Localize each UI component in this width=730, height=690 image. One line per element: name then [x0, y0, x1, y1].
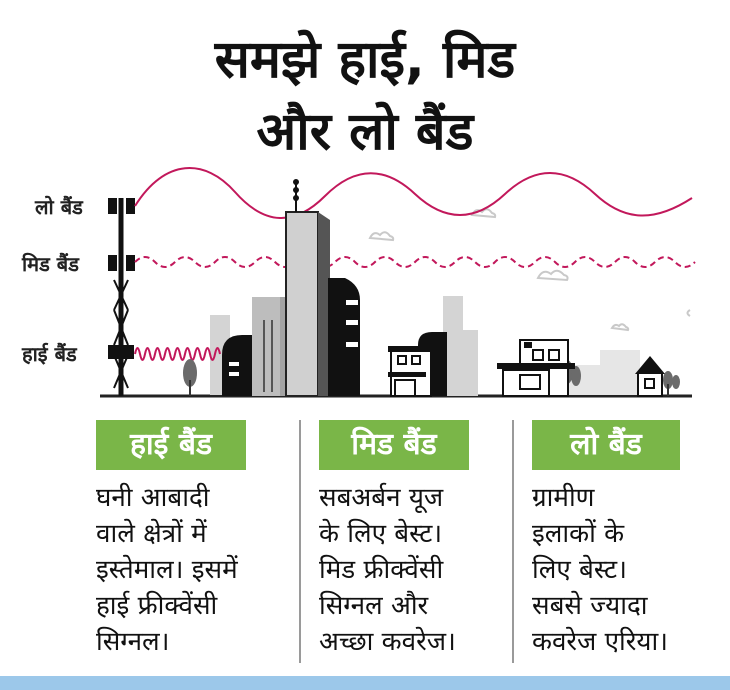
low-band-heading: लो बैंड [532, 420, 680, 470]
description-line: सिग्नल। [96, 627, 170, 657]
mid-band-label: मिड बैंड [22, 252, 79, 276]
dark-building-left [222, 335, 255, 396]
description-line: के लिए बेस्ट। [319, 519, 443, 549]
description-line: हाई फ्रीक्वेंसी [96, 591, 218, 621]
dark-building-right [328, 278, 360, 396]
house-icon [388, 332, 447, 397]
skyscraper [285, 179, 330, 397]
bg-building [443, 296, 463, 396]
house-icon [497, 339, 575, 397]
title-line-2: और लो बैंड [256, 102, 474, 162]
description-line: लिए बेस्ट। [532, 555, 627, 585]
column-divider [299, 420, 301, 663]
cloud-icon [368, 208, 691, 332]
cottage-icon [635, 356, 665, 397]
column-divider [512, 420, 514, 663]
description-line: मिड फ्रीक्वेंसी [319, 555, 444, 585]
title-line-1: समझे हाई, मिड [214, 30, 516, 90]
high-band-wave [134, 347, 221, 361]
description-line: सिग्नल और [319, 591, 429, 621]
low-band-description: ग्रामीण इलाकों के लिए बेस्ट। सबसे ज्यादा… [532, 480, 722, 660]
high-band-description: घनी आबादी वाले क्षेत्रों में इस्तेमाल। इ… [96, 480, 296, 660]
bg-building [460, 330, 478, 396]
low-band-wave [134, 167, 693, 219]
description-line: सबअर्बन यूज [319, 483, 444, 513]
high-band-heading: हाई बैंड [96, 420, 246, 470]
description-line: कवरेज एरिया। [532, 627, 669, 657]
high-band-label: हाई बैंड [22, 342, 77, 366]
low-band-label: लो बैंड [35, 195, 83, 219]
mid-band-wave [134, 256, 696, 268]
mid-band-description: सबअर्बन यूज के लिए बेस्ट। मिड फ्रीक्वेंस… [319, 480, 509, 660]
mid-band-heading: मिड बैंड [319, 420, 469, 470]
description-line: इलाकों के [532, 519, 625, 549]
bottom-bar [0, 676, 730, 690]
description-line: अच्छा कवरेज। [319, 627, 456, 657]
cell-tower-icon [108, 198, 135, 396]
description-line: घनी आबादी [96, 483, 210, 513]
description-line: वाले क्षेत्रों में [96, 519, 207, 549]
description-line: सबसे ज्यादा [532, 591, 648, 621]
description-line: ग्रामीण [532, 483, 595, 513]
gray-building [252, 297, 290, 396]
description-line: इस्तेमाल। इसमें [96, 555, 238, 585]
network-scene [100, 167, 696, 398]
